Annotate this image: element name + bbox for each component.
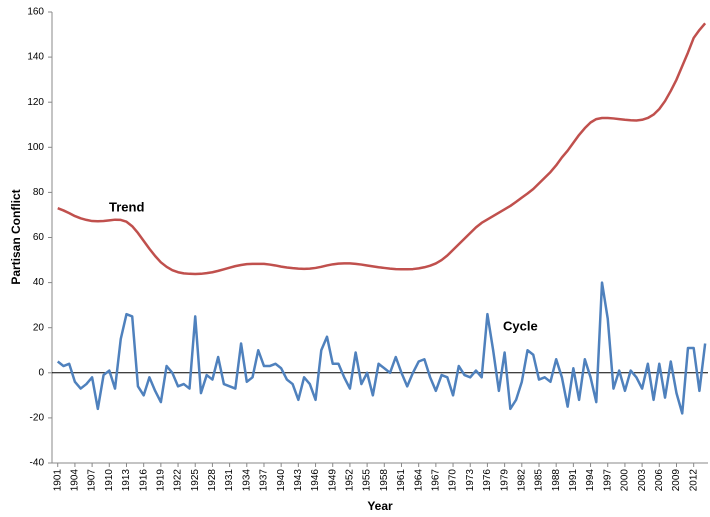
x-tick-label: 1994: [585, 469, 596, 492]
y-tick-label: 80: [33, 187, 45, 198]
x-tick-label: 1940: [276, 469, 287, 492]
x-tick-label: 1910: [104, 469, 115, 492]
x-tick-label: 1946: [310, 469, 321, 492]
x-tick-label: 1913: [121, 469, 132, 492]
x-tick-label: 1979: [499, 469, 510, 492]
x-tick-label: 1934: [241, 469, 252, 492]
x-tick-label: 1904: [70, 469, 81, 492]
x-tick-label: 1997: [602, 469, 613, 492]
y-tick-label: 100: [27, 142, 44, 153]
x-tick-label: 1922: [173, 469, 184, 492]
x-tick-label: 1958: [379, 469, 390, 492]
x-tick-label: 1991: [568, 469, 579, 492]
x-tick-label: 1973: [465, 469, 476, 492]
y-tick-label: -40: [30, 458, 45, 469]
x-axis-label: Year: [367, 499, 393, 513]
series-line: [56, 281, 707, 415]
x-tick-label: 1919: [155, 469, 166, 492]
series-line: [57, 22, 707, 276]
x-tick-label: 2003: [637, 469, 648, 492]
x-tick-label: 1931: [224, 469, 235, 492]
y-tick-label: -20: [30, 413, 45, 424]
y-tick-label: 120: [27, 97, 44, 108]
y-tick-label: 140: [27, 52, 44, 63]
y-axis-label: Partisan Conflict: [9, 189, 23, 284]
x-tick-label: 1988: [551, 469, 562, 492]
y-tick-label: 40: [33, 277, 45, 288]
x-tick-label: 1928: [207, 469, 218, 492]
x-tick-label: 1952: [345, 469, 356, 492]
x-tick-label: 2000: [620, 469, 631, 492]
y-tick-label: 160: [27, 7, 44, 18]
x-tick-label: 1949: [327, 469, 338, 492]
annotation: Trend: [109, 199, 144, 214]
x-tick-label: 1964: [413, 469, 424, 492]
x-tick-label: 1982: [516, 469, 527, 492]
x-tick-label: 1970: [448, 469, 459, 492]
x-tick-label: 1937: [259, 469, 270, 492]
x-tick-label: 1961: [396, 469, 407, 492]
x-tick-label: 1901: [52, 469, 63, 492]
x-tick-label: 1943: [293, 469, 304, 492]
x-tick-label: 1985: [534, 469, 545, 492]
x-tick-label: 1976: [482, 469, 493, 492]
annotation: Cycle: [503, 318, 538, 333]
x-tick-label: 1955: [362, 469, 373, 492]
y-tick-label: 20: [33, 322, 45, 333]
x-tick-label: 1907: [87, 469, 98, 492]
x-tick-label: 2012: [688, 469, 699, 492]
y-tick-label: 60: [33, 232, 45, 243]
x-tick-label: 2006: [654, 469, 665, 492]
y-tick-label: 0: [38, 367, 44, 378]
x-tick-label: 1925: [190, 469, 201, 492]
x-tick-label: 1967: [431, 469, 442, 492]
x-tick-label: 1916: [138, 469, 149, 492]
x-tick-label: 2009: [671, 469, 682, 492]
